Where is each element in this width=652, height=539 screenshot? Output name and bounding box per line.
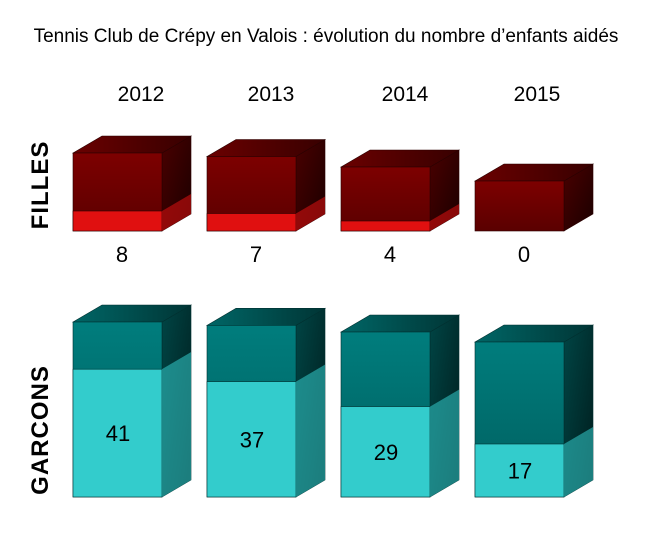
value-label-garcons-2015: 17 <box>508 459 532 484</box>
bar-fill-garcons-2013 <box>206 381 297 498</box>
bar-fill-garcons-2015 <box>474 443 565 498</box>
value-label-garcons-2013: 37 <box>240 427 264 452</box>
value-label-filles-2012: 8 <box>116 242 128 267</box>
bar-fill-side-garcons-2014 <box>430 389 459 497</box>
year-label-2015: 2015 <box>514 83 561 106</box>
year-label-2014: 2014 <box>382 83 429 106</box>
bar-fill-filles-2012 <box>72 210 163 232</box>
year-label-2013: 2013 <box>248 83 295 106</box>
bar-filles-2015 <box>474 180 565 232</box>
row-label-garcons: GARCONS <box>27 365 54 495</box>
value-label-garcons-2012: 41 <box>106 421 130 446</box>
value-label-garcons-2014: 29 <box>374 440 398 465</box>
bar-fill-side-garcons-2015 <box>564 427 593 497</box>
year-label-2012: 2012 <box>118 83 165 106</box>
row-label-filles: FILLES <box>27 141 54 230</box>
bar-fill-filles-2013 <box>206 213 297 232</box>
chart-title: Tennis Club de Crépy en Valois : évoluti… <box>34 26 619 47</box>
bar-filles-2014 <box>340 166 431 232</box>
bar-fill-side-filles-2012 <box>162 194 191 231</box>
bar-fill-garcons-2014 <box>340 406 431 498</box>
value-label-filles-2015: 0 <box>518 242 530 267</box>
value-label-filles-2014: 4 <box>384 242 396 267</box>
bar-fill-side-filles-2013 <box>296 196 325 231</box>
bar-fill-side-garcons-2012 <box>162 352 191 497</box>
value-label-filles-2013: 7 <box>250 242 262 267</box>
bar-fill-side-garcons-2013 <box>296 364 325 497</box>
bar-fill-side-filles-2014 <box>430 204 459 231</box>
bar-fill-filles-2014 <box>340 220 431 232</box>
